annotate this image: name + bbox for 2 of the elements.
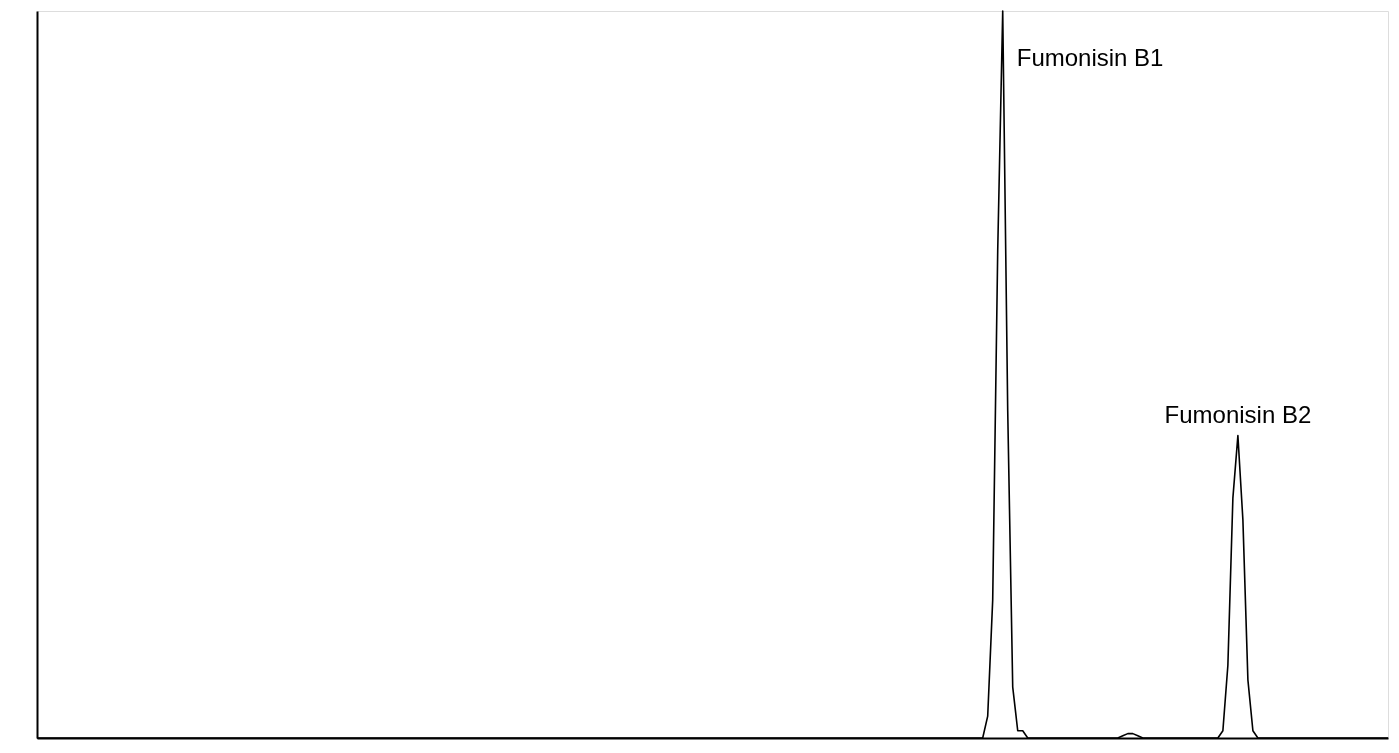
annotation: Fumonisin B1 (1016, 44, 1164, 71)
annotation: Fumonisin B2 (1164, 400, 1312, 428)
